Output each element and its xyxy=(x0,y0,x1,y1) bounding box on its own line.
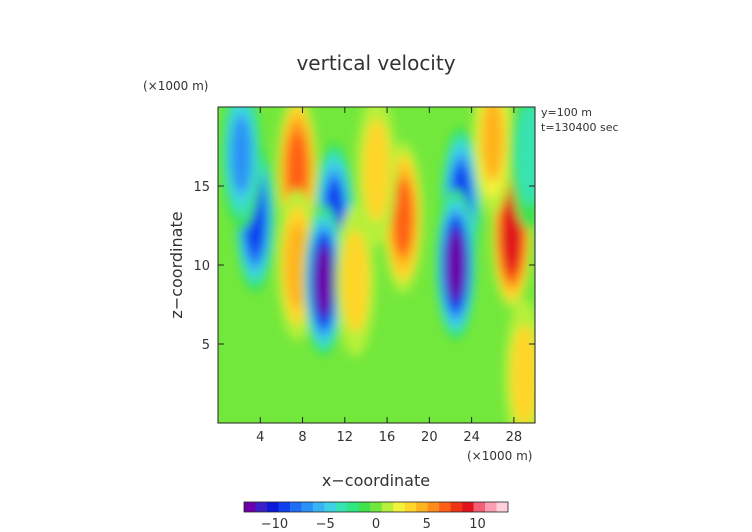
x-tick-label: 16 xyxy=(379,430,396,445)
heatmap-feature-3-level-2 xyxy=(285,222,309,308)
heatmap-feature-11-level-5 xyxy=(502,198,521,269)
colorbar-swatch xyxy=(427,502,440,512)
colorbar-tick-label: 5 xyxy=(423,517,431,532)
heatmap-feature-12-level-2 xyxy=(481,107,505,182)
colorbar-frame xyxy=(243,501,509,513)
colorbar-swatch xyxy=(324,502,337,512)
colorbar-tick-label: −5 xyxy=(316,517,335,532)
colorbar-swatch xyxy=(301,502,314,512)
colorbar-swatch xyxy=(416,502,428,512)
x-tick-label: 12 xyxy=(337,430,354,445)
heatmap-feature-7-level-3 xyxy=(392,178,414,257)
x-axis: 4 8 12 16 20 24 28 xyxy=(256,107,522,445)
heatmap-feature-14-level-1 xyxy=(510,324,535,423)
colorbar-swatch xyxy=(278,502,291,512)
heatmap-feature-13-level-1 xyxy=(516,107,535,206)
x-tick-label: 20 xyxy=(421,430,438,445)
colorbar-swatch xyxy=(289,502,302,512)
y-axis-label: z−coordinate xyxy=(167,211,186,318)
heatmap-feature-10-level-7 xyxy=(447,232,465,298)
colorbar-swatch xyxy=(370,502,383,512)
colorbar-swatch xyxy=(312,502,325,512)
colorbar-swatch xyxy=(255,502,268,512)
x-tick-label: 8 xyxy=(298,430,306,445)
y-axis: 5 10 15 xyxy=(193,180,535,353)
colorbar-swatch xyxy=(347,502,360,512)
x-unit-label: (×1000 m) xyxy=(467,449,532,463)
colorbar-swatch xyxy=(244,502,256,512)
x-tick-label: 24 xyxy=(463,430,480,445)
heatmap-feature-1-level-3 xyxy=(230,115,252,194)
colorbar-tick-label: 0 xyxy=(372,517,380,532)
colorbar-swatch xyxy=(266,502,279,512)
y-tick-label: 5 xyxy=(202,338,210,353)
x-tick-label: 4 xyxy=(256,430,264,445)
colorbar-swatch xyxy=(485,502,497,512)
colorbar-swatch xyxy=(381,502,394,512)
annotation-y: y=100 m xyxy=(541,106,592,119)
x-axis-label: x−coordinate xyxy=(322,471,430,490)
y-tick-label: 10 xyxy=(193,259,210,274)
colorbar-swatch xyxy=(462,502,474,512)
colorbar-swatch xyxy=(450,502,463,512)
colorbar-tick-label: 10 xyxy=(469,517,486,532)
colorbar-swatch xyxy=(496,502,509,512)
heatmap-feature-8-level-1 xyxy=(362,119,391,222)
colorbar-tick-label: −10 xyxy=(261,517,288,532)
colorbar-swatch xyxy=(439,502,451,512)
heatmap-feature-2-level-4 xyxy=(287,133,307,207)
chart-title: vertical velocity xyxy=(296,51,455,75)
colorbar-swatch xyxy=(473,502,486,512)
colorbar-swatch xyxy=(404,502,417,512)
heatmap-feature-6-level-1 xyxy=(341,229,369,332)
colorbar-swatch xyxy=(393,502,405,512)
colorbar: −10 −5 0 5 10 xyxy=(243,501,509,532)
y-unit-label: (×1000 m) xyxy=(143,79,208,93)
heatmap-field xyxy=(218,107,535,423)
heatmap-feature-5-level-7 xyxy=(314,248,333,314)
y-tick-label: 15 xyxy=(193,180,210,195)
colorbar-swatch xyxy=(335,502,348,512)
annotation-time: t=130400 sec xyxy=(541,121,619,134)
x-tick-label: 28 xyxy=(506,430,523,445)
colorbar-swatch xyxy=(358,502,371,512)
